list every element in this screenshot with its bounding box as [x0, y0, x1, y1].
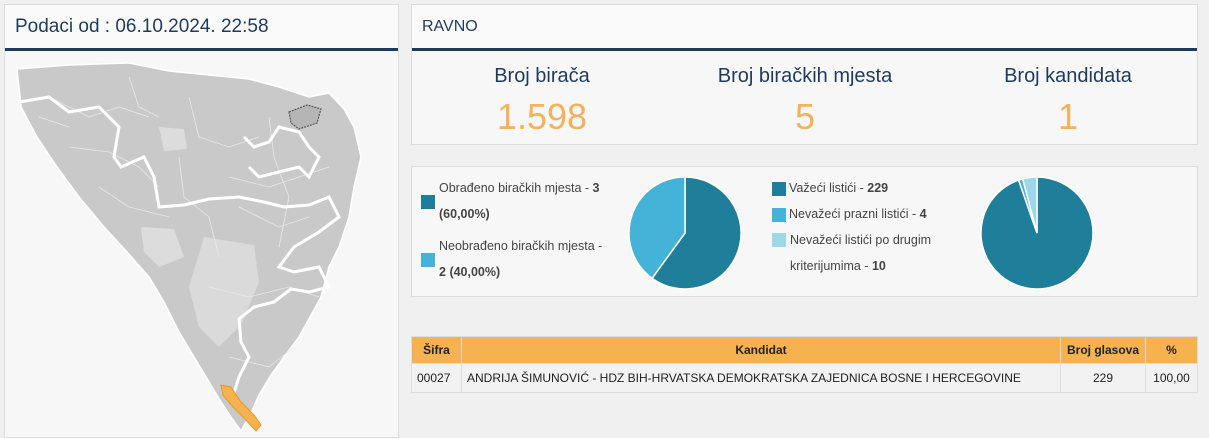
- blank-text: Nevažeći prazni listići -: [789, 207, 920, 221]
- table-row[interactable]: 00027 ANDRIJA ŠIMUNOVIĆ - HDZ BIH-HRVATS…: [411, 363, 1198, 393]
- ballots-legend: Važeći listići - 229 Nevažeći prazni lis…: [772, 175, 972, 279]
- candidates-label: Broj kandidata: [1004, 65, 1132, 87]
- map-panel-header: Podaci od : 06.10.2024. 22:58: [5, 5, 398, 51]
- summary-panel: RAVNO Broj birača 1.598 Broj biračkih mj…: [411, 4, 1198, 145]
- legend-valid: Važeći listići - 229: [772, 175, 972, 201]
- charts-panel: Obrađeno biračkih mjesta - 3 (60,00%) Ne…: [411, 166, 1198, 297]
- legend-unprocessed: Neobrađeno biračkih mjesta - 2 (40,00%): [421, 233, 611, 285]
- header-code[interactable]: Šifra: [411, 336, 462, 364]
- other-invalid-num: 10: [871, 259, 886, 273]
- header-pct[interactable]: %: [1145, 336, 1198, 364]
- swatch-unprocessed: [421, 253, 435, 267]
- brcko-district: [288, 104, 322, 130]
- processed-num: 3: [592, 181, 600, 195]
- other-invalid-text1: Nevažeći listići po drugim: [790, 233, 932, 247]
- municipality-name: RAVNO: [422, 17, 478, 35]
- table-header-row: Šifra Kandidat Broj glasova %: [411, 336, 1198, 364]
- region-light-2: [141, 227, 184, 267]
- map-panel: Podaci od : 06.10.2024. 22:58: [4, 4, 399, 438]
- swatch-blank: [772, 207, 786, 222]
- unprocessed-num: 2: [439, 265, 446, 279]
- legend-blank: Nevažeći prazni listići - 4: [772, 201, 972, 227]
- pie-slice-unprocessed: [628, 176, 686, 280]
- legend-processed: Obrađeno biračkih mjesta - 3 (60,00%): [421, 175, 611, 227]
- candidates-value: 1: [1057, 96, 1079, 137]
- processed-legend: Obrađeno biračkih mjesta - 3 (60,00%) Ne…: [421, 175, 611, 285]
- candidates-stat: Broj kandidata 1: [938, 65, 1198, 138]
- pie-slice-processed: [651, 176, 742, 290]
- swatch-processed: [421, 195, 435, 209]
- header-votes[interactable]: Broj glasova: [1060, 336, 1146, 364]
- country-shape: [16, 62, 362, 433]
- voters-value: 1.598: [496, 96, 588, 137]
- header-candidate[interactable]: Kandidat: [461, 336, 1061, 364]
- processed-text: Obrađeno biračkih mjesta -: [439, 181, 593, 195]
- blank-num: 4: [919, 207, 927, 221]
- valid-num: 229: [867, 181, 889, 195]
- processed-pie-chart: [628, 176, 742, 290]
- swatch-other-invalid: [772, 233, 786, 247]
- processed-pct: (60,00%): [439, 207, 490, 221]
- cell-votes: 229: [1060, 363, 1146, 393]
- voters-stat: Broj birača 1.598: [412, 65, 672, 138]
- polling-stations-stat: Broj biračkih mjesta 5: [675, 65, 935, 138]
- polling-stations-value: 5: [794, 96, 816, 137]
- ravno-municipality: [220, 384, 262, 432]
- polling-stations-label: Broj biračkih mjesta: [717, 65, 893, 87]
- unprocessed-pct: (40,00%): [449, 265, 501, 279]
- entity-boundary: [18, 95, 341, 403]
- region-light-1: [159, 127, 187, 151]
- region-light-3: [189, 237, 259, 347]
- summary-header: RAVNO: [412, 5, 1197, 51]
- ballots-pie-chart: [980, 176, 1094, 290]
- results-table: Šifra Kandidat Broj glasova % 00027 ANDR…: [411, 336, 1198, 393]
- valid-text: Važeći listići -: [789, 181, 868, 195]
- bih-map[interactable]: [9, 57, 394, 437]
- swatch-valid: [772, 181, 786, 196]
- unprocessed-text: Neobrađeno biračkih mjesta -: [439, 239, 603, 253]
- legend-other-invalid: Nevažeći listići po drugim kriterijumima…: [772, 227, 972, 279]
- cell-candidate: ANDRIJA ŠIMUNOVIĆ - HDZ BIH-HRVATSKA DEM…: [461, 363, 1061, 393]
- voters-label: Broj birača: [494, 65, 590, 87]
- cell-code: 00027: [411, 363, 462, 393]
- data-timestamp: Podaci od : 06.10.2024. 22:58: [15, 15, 269, 37]
- cell-pct: 100,00: [1145, 363, 1198, 393]
- other-invalid-text2: kriterijumima -: [790, 259, 872, 273]
- pie-slice-other-invalid: [1021, 176, 1038, 234]
